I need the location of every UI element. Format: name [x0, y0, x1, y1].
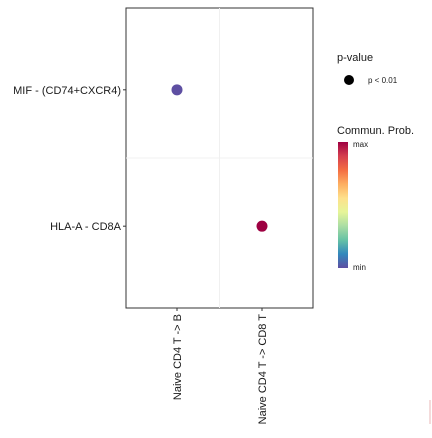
y-tick-label: MIF - (CD74+CXCR4): [13, 85, 121, 97]
size-legend: p-value p < 0.01: [337, 52, 398, 85]
y-axis: MIF - (CD74+CXCR4) HLA-A - CD8A: [13, 85, 126, 233]
y-tick-label: HLA-A - CD8A: [50, 221, 122, 233]
x-tick-label: Naive CD4 T -> B: [172, 314, 184, 400]
size-legend-title: p-value: [337, 52, 373, 64]
colorbar: [338, 142, 348, 268]
size-legend-dot: [344, 75, 354, 85]
x-tick-label: Naive CD4 T -> CD8 T: [257, 314, 269, 425]
data-point: [256, 220, 268, 232]
colorbar-max-label: max: [353, 140, 368, 149]
grid-lines: [126, 8, 313, 308]
color-legend-title: Commun. Prob.: [337, 125, 414, 137]
data-point: [171, 84, 183, 96]
x-axis: Naive CD4 T -> B Naive CD4 T -> CD8 T: [172, 308, 269, 424]
size-legend-entry: p < 0.01: [368, 76, 398, 85]
colorbar-min-label: min: [353, 263, 366, 272]
color-legend: Commun. Prob. max min: [337, 125, 414, 272]
data-points: [171, 84, 268, 232]
